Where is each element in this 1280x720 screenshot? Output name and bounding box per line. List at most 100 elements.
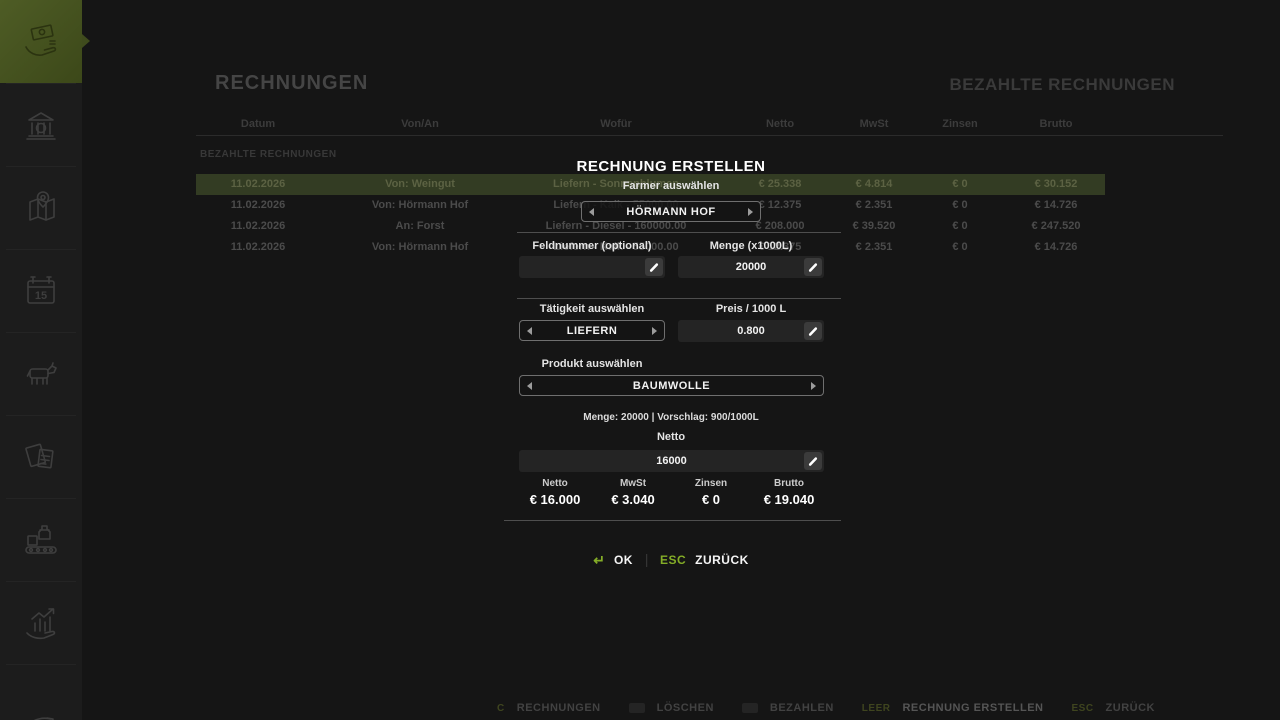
cell-zinsen: € 0 [952, 220, 968, 232]
map-icon [29, 190, 55, 221]
table-row[interactable]: 11.02.2026 Von: Weingut Liefern - Sonnen… [0, 174, 1280, 195]
menge-input[interactable]: 20000 [678, 256, 824, 278]
sidebar-divider [6, 332, 76, 333]
sidebar-divider [6, 664, 76, 665]
active-item-notch [82, 34, 90, 48]
netto-edit-button[interactable] [804, 452, 822, 470]
summary-netto-value: € 16.000 [529, 492, 581, 507]
cell-datum: 11.02.2026 [230, 220, 286, 232]
calendar-icon: 15 [27, 275, 55, 304]
table-row[interactable]: 11.02.2026 Von: Hörmann Hof Liefern - Ka… [0, 237, 1280, 258]
produkt-label: Produkt auswählen [541, 358, 643, 370]
column-header-vonan: Von/An [401, 118, 439, 130]
preis-edit-button[interactable] [804, 322, 822, 340]
farmer-next-arrow-icon[interactable] [748, 207, 753, 216]
button-divider [645, 553, 647, 567]
sidebar-divider [6, 498, 76, 499]
sidebar-item-partial[interactable] [0, 664, 82, 720]
ok-button-label: OK [613, 553, 633, 567]
dialog-separator [504, 520, 841, 521]
cell-netto: € 12.375 [758, 199, 802, 211]
produkt-next-arrow-icon[interactable] [811, 381, 816, 390]
bank-icon [26, 111, 56, 140]
partial-bottom-icon [32, 716, 54, 720]
table-row[interactable]: 11.02.2026 An: Forst Liefern - Diesel - … [0, 216, 1280, 237]
production-line-icon [25, 524, 57, 554]
menge-label: Menge (x1000L) [709, 240, 793, 252]
menge-value: 20000 [735, 261, 767, 273]
preis-input[interactable]: 0.800 [678, 320, 824, 342]
key-hint-esc: ESC [1071, 702, 1094, 714]
cell-vonan: Von: Hörmann Hof [371, 199, 469, 211]
menge-edit-button[interactable] [804, 258, 822, 276]
sidebar-item-documents[interactable] [0, 415, 82, 498]
back-button[interactable]: ESC ZURÜCK [660, 553, 749, 567]
key-hint-chip [628, 703, 645, 713]
produkt-selector[interactable]: BAUMWOLLE [519, 375, 824, 396]
column-header-zinsen: Zinsen [942, 118, 978, 130]
sidebar-item-livestock[interactable] [0, 332, 82, 415]
cell-netto: € 12.375 [758, 241, 802, 253]
produkt-prev-arrow-icon[interactable] [527, 381, 532, 390]
taetigkeit-label: Tätigkeit auswählen [539, 303, 645, 315]
finances-money-hand-icon [25, 23, 57, 56]
sidebar-item-statistics[interactable] [0, 581, 82, 664]
produkt-selector-value: BAUMWOLLE [632, 379, 711, 392]
netto-input-value: 16000 [656, 455, 687, 467]
table-header-row: Datum Von/An Wofür Netto MwSt Zinsen Bru… [0, 118, 1280, 134]
sidebar-item-bank[interactable] [0, 83, 82, 166]
cell-brutto: € 247.520 [1031, 220, 1081, 232]
cell-wofuer: Liefern - Kalk - 55000.00 [553, 241, 679, 253]
sidebar-divider [6, 166, 76, 167]
taetigkeit-next-arrow-icon[interactable] [652, 326, 657, 335]
sidebar: 15 [0, 0, 90, 720]
cell-brutto: € 14.726 [1034, 199, 1078, 211]
column-header-datum: Datum [240, 118, 276, 130]
cell-netto: € 25.338 [758, 178, 802, 190]
dialog-button-row: ↵ OK ESC ZURÜCK [593, 549, 749, 571]
esc-key-hint: ESC [659, 553, 687, 567]
farmer-selector-value: HÖRMANN HOF [626, 205, 716, 218]
taetigkeit-selector-value: LIEFERN [566, 324, 618, 337]
cell-zinsen: € 0 [952, 199, 968, 211]
key-hint-chip [741, 703, 758, 713]
netto-input-label: Netto [656, 431, 686, 443]
farmer-prev-arrow-icon[interactable] [589, 207, 594, 216]
bottombar-bezahlen[interactable]: BEZAHLEN [741, 702, 834, 714]
sidebar-item-production[interactable] [0, 498, 82, 581]
cell-vonan: An: Forst [395, 220, 445, 232]
taetigkeit-prev-arrow-icon[interactable] [527, 326, 532, 335]
bottombar-loeschen[interactable]: LÖSCHEN [628, 702, 714, 714]
bottombar-rechnung-erstellen[interactable]: LEER RECHNUNG ERSTELLEN [862, 702, 1044, 714]
cell-brutto: € 14.726 [1034, 241, 1078, 253]
taetigkeit-selector[interactable]: LIEFERN [519, 320, 665, 341]
cell-vonan: Von: Weingut [385, 178, 455, 190]
pencil-icon [808, 327, 818, 336]
column-header-brutto: Brutto [1039, 118, 1073, 130]
cell-mwst: € 4.814 [855, 178, 893, 190]
bottombar-label: RECHNUNG ERSTELLEN [902, 702, 1044, 714]
cell-brutto: € 30.152 [1034, 178, 1078, 190]
bottombar-label: LÖSCHEN [656, 702, 714, 714]
bottombar-label: ZURÜCK [1105, 702, 1155, 714]
cell-wofuer: Liefern - Diesel - 160000.00 [545, 220, 687, 232]
feldnummer-edit-button[interactable] [645, 258, 663, 276]
statistics-hand-chart-icon [26, 607, 56, 639]
bottombar-rechnungen[interactable]: C RECHNUNGEN [497, 702, 601, 714]
sidebar-divider [6, 581, 76, 582]
cell-datum: 11.02.2026 [230, 199, 286, 211]
farmer-selector[interactable]: HÖRMANN HOF [581, 201, 761, 222]
sidebar-item-map[interactable] [0, 166, 82, 249]
sidebar-item-finances[interactable] [0, 0, 82, 83]
sidebar-item-calendar[interactable]: 15 [0, 249, 82, 332]
ok-button[interactable]: ↵ OK [593, 552, 633, 569]
netto-input[interactable]: 16000 [519, 450, 824, 472]
bottom-keybind-bar: C RECHNUNGEN LÖSCHEN BEZAHLEN LEER RECHN… [497, 699, 1155, 717]
cell-mwst: € 39.520 [852, 220, 896, 232]
bottombar-zurueck[interactable]: ESC ZURÜCK [1071, 702, 1155, 714]
feldnummer-input[interactable] [519, 256, 665, 278]
enter-key-icon: ↵ [593, 551, 605, 568]
summary-netto-label: Netto [542, 478, 568, 489]
